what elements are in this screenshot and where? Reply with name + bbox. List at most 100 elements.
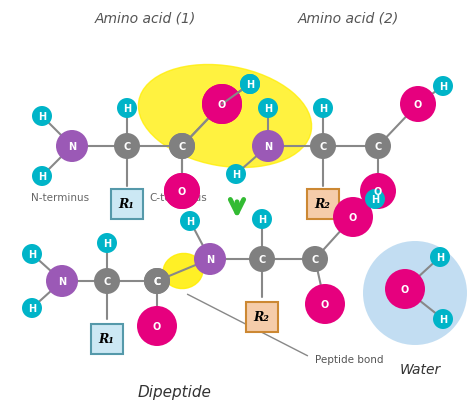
Text: Water: Water [400,362,441,376]
Text: H: H [319,104,327,114]
Text: O: O [178,186,186,196]
Text: H: H [186,217,194,227]
FancyBboxPatch shape [307,190,339,219]
FancyBboxPatch shape [111,190,143,219]
Text: O: O [218,100,226,110]
Text: C: C [311,254,319,264]
Circle shape [240,75,260,95]
Circle shape [226,164,246,184]
Circle shape [240,75,260,95]
Text: H: H [38,172,46,182]
Circle shape [169,134,195,160]
Text: H: H [232,170,240,180]
Circle shape [32,107,52,127]
Circle shape [313,99,333,119]
Circle shape [430,247,450,267]
Circle shape [114,134,140,160]
Text: N: N [206,254,214,264]
Text: R₂: R₂ [253,311,269,324]
Text: H: H [103,239,111,248]
FancyBboxPatch shape [91,324,123,354]
Text: N-terminus: N-terminus [31,192,89,203]
Text: H: H [28,249,36,259]
Circle shape [97,233,117,253]
Text: C-terminus: C-terminus [149,192,207,203]
Text: C: C [178,142,186,152]
Text: H: H [436,252,444,262]
Text: H: H [246,80,254,90]
Circle shape [94,268,120,294]
Text: O: O [218,100,226,110]
Text: C: C [154,276,161,286]
Text: O: O [401,284,409,294]
Circle shape [194,243,226,275]
Circle shape [363,241,467,345]
Circle shape [32,166,52,186]
Circle shape [164,174,200,209]
Circle shape [169,134,195,160]
Text: R₂: R₂ [314,198,330,211]
Text: H: H [123,104,131,114]
Text: C: C [258,254,265,264]
Text: R₁: R₁ [98,333,114,346]
Text: O: O [321,299,329,309]
Text: C: C [123,142,131,152]
Text: N: N [58,276,66,286]
Text: H: H [258,215,266,225]
Text: C: C [319,142,327,152]
Text: R₁: R₁ [118,198,134,211]
Circle shape [433,77,453,97]
Circle shape [433,309,453,329]
Circle shape [117,99,137,119]
Circle shape [137,306,177,346]
Circle shape [202,85,242,125]
Text: Amino acid (1): Amino acid (1) [94,11,196,25]
Text: C: C [154,276,161,286]
Text: Amino acid (2): Amino acid (2) [297,11,399,25]
Circle shape [365,134,391,160]
Circle shape [400,87,436,123]
Text: O: O [153,321,161,331]
Text: C: C [374,142,382,152]
Circle shape [333,198,373,237]
Text: Peptide bond: Peptide bond [315,354,383,364]
Circle shape [22,298,42,318]
Circle shape [252,131,284,162]
Text: H: H [439,82,447,92]
Text: O: O [374,186,382,196]
Circle shape [180,211,200,231]
Text: H: H [38,112,46,122]
Text: O: O [414,100,422,110]
Ellipse shape [138,65,311,168]
Text: C: C [178,142,186,152]
Ellipse shape [163,254,203,289]
Text: H: H [246,80,254,90]
Text: O: O [349,213,357,223]
Text: H: H [28,303,36,313]
Text: N: N [264,142,272,152]
Circle shape [305,284,345,324]
Text: H: H [371,194,379,205]
Circle shape [202,85,242,125]
Text: O: O [178,186,186,196]
Circle shape [144,268,170,294]
Circle shape [46,265,78,297]
Circle shape [144,268,170,294]
Circle shape [252,209,272,229]
Circle shape [249,246,275,272]
Text: C: C [103,276,110,286]
Text: Dipeptide: Dipeptide [138,385,212,399]
FancyBboxPatch shape [246,302,278,332]
Text: N: N [68,142,76,152]
Circle shape [310,134,336,160]
Circle shape [365,190,385,209]
Circle shape [22,244,42,264]
Text: H: H [264,104,272,114]
Circle shape [258,99,278,119]
Circle shape [302,246,328,272]
Circle shape [164,174,200,209]
Circle shape [56,131,88,162]
Circle shape [385,269,425,309]
Circle shape [360,174,396,209]
Text: H: H [439,314,447,324]
